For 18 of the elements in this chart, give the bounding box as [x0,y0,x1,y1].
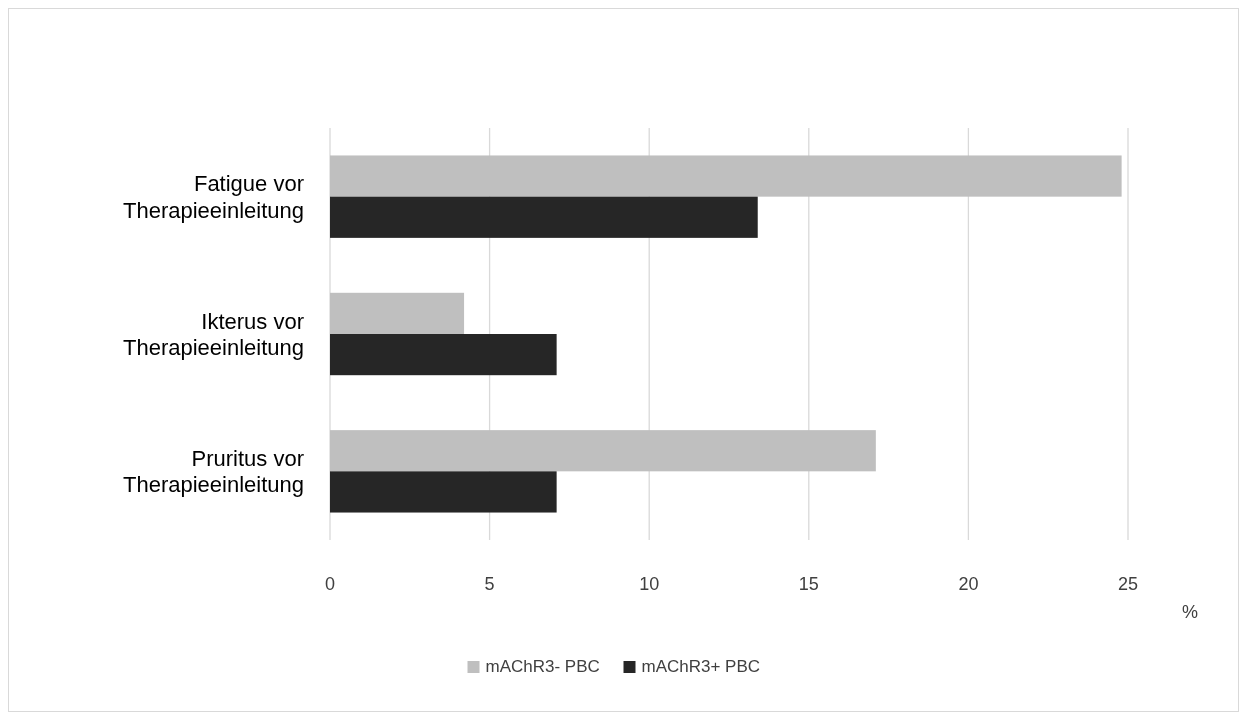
y-tick-label: Fatigue vor Therapieeinleitung [122,171,304,223]
x-tick-label: 0 [324,574,336,594]
y-tick-label: Pruritus vor Therapieeinleitung [122,445,304,498]
bar [330,292,465,334]
bar [330,155,1122,197]
bar [330,471,557,513]
legend-label: mAChR3+ PBC [641,657,761,676]
x-axis-title: % [1181,602,1199,622]
x-tick-label: 10 [639,574,660,594]
bar [330,196,758,238]
y-tick-label: Ikterus vor Therapieeinleitung [122,308,304,360]
bar [330,430,876,472]
x-tick-label: 5 [484,574,495,594]
legend-label: mAChR3- PBC [485,657,600,676]
bar [330,334,557,376]
x-tick-label: 25 [1117,574,1139,594]
x-tick-label: 20 [958,574,979,594]
x-tick-label: 15 [798,574,819,594]
